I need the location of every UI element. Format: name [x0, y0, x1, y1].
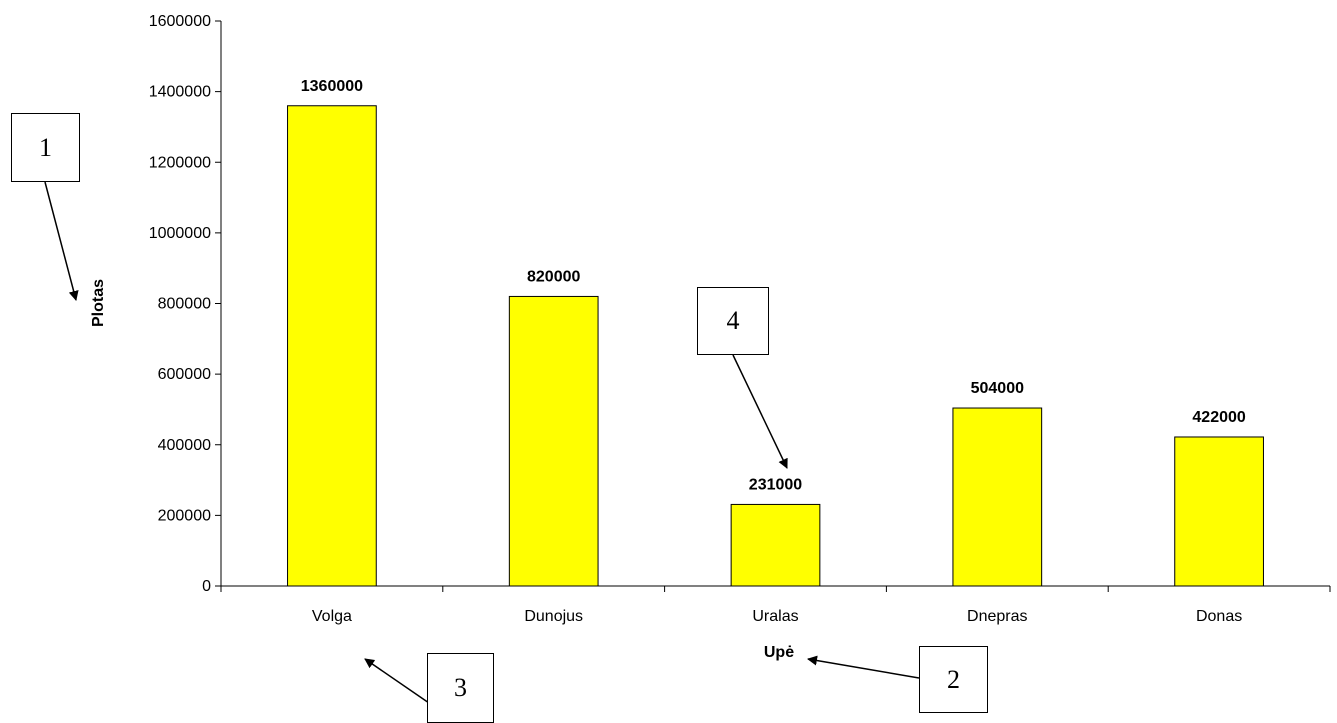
callout-1: 1 — [11, 113, 80, 182]
annotation-arrows — [44, 181, 920, 704]
y-tick-label: 1400000 — [149, 84, 211, 101]
bar — [508, 295, 599, 587]
x-tick-label: Donas — [1196, 608, 1242, 625]
callout-3: 3 — [427, 653, 494, 723]
x-tick-label: Uralas — [752, 608, 798, 625]
x-axis-title: Upė — [764, 644, 794, 661]
bar — [952, 407, 1043, 587]
y-axis-title: Plotas — [90, 279, 107, 327]
data-labels: 1360000 820000 231000 504000 422000 — [301, 78, 1246, 494]
y-tick-label: 400000 — [158, 437, 211, 454]
callout-4: 4 — [697, 287, 769, 355]
arrow-3 — [364, 658, 430, 704]
y-axis: 0 200000 400000 600000 800000 1000000 1200000 1… — [149, 13, 222, 595]
data-label: 820000 — [527, 268, 580, 285]
y-tick-label: 1600000 — [149, 13, 211, 30]
data-label: 1360000 — [301, 78, 363, 95]
x-tick-label: Volga — [312, 608, 352, 625]
y-tick-label: 0 — [202, 578, 211, 595]
y-tick-label: 1000000 — [149, 225, 211, 242]
bar — [730, 503, 821, 587]
callout-2: 2 — [919, 646, 988, 713]
bar — [287, 105, 377, 587]
x-tick-label: Dnepras — [967, 608, 1027, 625]
y-tick-label: 1200000 — [149, 154, 211, 171]
data-label: 231000 — [749, 476, 802, 493]
arrow-2 — [807, 655, 920, 679]
y-tick-label: 800000 — [158, 296, 211, 313]
bars — [287, 105, 1264, 587]
y-tick-label: 600000 — [158, 366, 211, 383]
y-tick-label: 200000 — [158, 507, 211, 524]
data-label: 422000 — [1192, 409, 1245, 426]
x-tick-label: Dunojus — [524, 608, 583, 625]
arrow-1 — [44, 181, 79, 301]
arrow-4 — [732, 354, 788, 469]
x-axis: Volga Dunojus Uralas Dnepras Donas — [220, 585, 1331, 625]
data-label: 504000 — [971, 380, 1024, 397]
bar — [1174, 436, 1264, 587]
